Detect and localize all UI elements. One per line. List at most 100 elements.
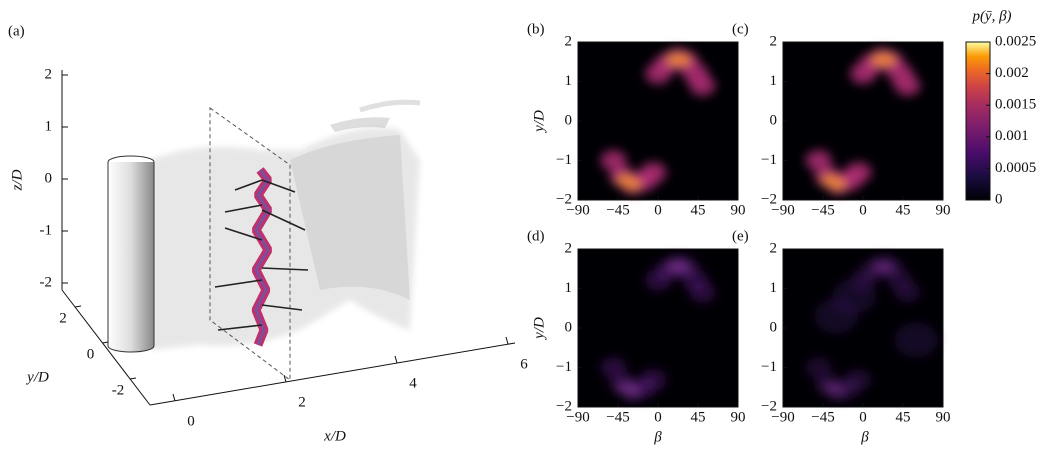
y-tick-label: 0 — [565, 112, 573, 128]
density-blob — [894, 75, 921, 96]
z-axis-label: z/D — [9, 169, 25, 191]
tick — [74, 305, 82, 308]
y-tick-label: 0 — [565, 319, 573, 335]
density-blob — [674, 53, 691, 67]
x-tick-label: −45 — [606, 202, 629, 218]
tick — [394, 355, 398, 364]
density-blob — [640, 368, 667, 390]
x-tick-label: 90 — [936, 202, 951, 218]
x-tick-label: −90 — [566, 202, 589, 218]
x-tick-label: −45 — [606, 409, 629, 425]
y-tick-label: −2 — [556, 398, 572, 414]
y-tick-label: 2 — [565, 33, 573, 49]
density-blob — [894, 282, 921, 303]
x-tick-label: −45 — [811, 409, 834, 425]
density-blob — [689, 75, 716, 96]
density-blob — [625, 177, 642, 191]
colorbar-tick-label: 0.0015 — [995, 97, 1036, 113]
density — [600, 47, 716, 195]
x-tick-label: 0 — [859, 409, 867, 425]
colorbar — [965, 41, 991, 201]
density-blob — [674, 260, 691, 274]
y-axis-label: y/D — [531, 317, 547, 341]
density-blob — [600, 357, 627, 378]
y-tick-label: −1 — [761, 359, 777, 375]
y-tick-label: 2 — [565, 240, 573, 256]
x-tick-label: 2 — [298, 394, 306, 410]
y-tick-label: 2 — [770, 240, 778, 256]
x-axis-label: β — [860, 429, 869, 445]
density-blob — [640, 161, 667, 183]
x-tick-label: 90 — [936, 409, 951, 425]
density-blob — [689, 282, 716, 303]
z-tick-label: 2 — [45, 66, 53, 82]
x-tick-label: −90 — [771, 409, 794, 425]
colorbar-tick-label: 0 — [995, 191, 1003, 207]
x-tick-label: −90 — [566, 409, 589, 425]
density-blob — [805, 150, 832, 171]
density-blob — [805, 357, 832, 378]
axes-3d — [61, 70, 516, 406]
panel-label: (b) — [527, 21, 545, 37]
tick — [129, 377, 137, 380]
z-tick-label: -2 — [40, 274, 53, 290]
colorbar-tick-label: 0.0005 — [995, 160, 1036, 176]
x-tick-label: 90 — [731, 202, 746, 218]
x-tick-label: 0 — [654, 202, 662, 218]
z-tick-label: 0 — [45, 170, 53, 186]
tick — [102, 341, 109, 344]
y-tick-label: 0 — [770, 112, 778, 128]
density-blob — [879, 260, 896, 274]
y-tick-label: −2 — [761, 398, 777, 414]
x-tick-label: −45 — [811, 202, 834, 218]
y-tick-label: −1 — [556, 359, 572, 375]
colorbar-title: p(ȳ, β) — [971, 8, 1011, 24]
x-tick-label: −90 — [771, 202, 794, 218]
density — [805, 254, 939, 402]
y-tick-label: −1 — [556, 152, 572, 168]
y-tick-label: -2 — [112, 382, 125, 398]
scene — [107, 99, 421, 381]
y-tick-label: 1 — [770, 73, 778, 89]
x-tick-label: 45 — [691, 202, 706, 218]
density-blob — [894, 322, 939, 358]
density-blob — [879, 53, 896, 67]
x-tick-label: 0 — [859, 202, 867, 218]
x-tick-label: 0 — [654, 409, 662, 425]
x-tick-label: 0 — [187, 413, 195, 429]
x-tick-label: 6 — [520, 356, 528, 372]
panel-label: (c) — [732, 21, 749, 37]
x-tick-label: 90 — [731, 409, 746, 425]
colorbar-tick-label: 0.0025 — [995, 33, 1036, 49]
y-tick-label: 1 — [565, 73, 573, 89]
x-axis — [149, 342, 516, 406]
y-tick-label: 0 — [770, 319, 778, 335]
density-blob — [830, 177, 847, 191]
density — [600, 254, 716, 402]
y-tick-label: −2 — [761, 191, 777, 207]
y-tick-label: 0 — [87, 346, 95, 362]
y-axis-label: y/D — [531, 110, 547, 134]
density — [805, 47, 921, 195]
panel-label: (e) — [732, 228, 749, 244]
density-blob — [832, 278, 877, 314]
density-blob — [625, 384, 642, 398]
y-axis-label: y/D — [25, 369, 49, 385]
y-axis — [61, 289, 151, 406]
density-blob — [830, 384, 847, 398]
y-tick-label: −1 — [761, 152, 777, 168]
panel-label: (d) — [527, 228, 545, 244]
density-blob — [845, 161, 872, 183]
tick — [283, 374, 287, 383]
y-tick-label: 1 — [770, 280, 778, 296]
y-tick-label: 2 — [770, 33, 778, 49]
y-tick-label: −2 — [556, 191, 572, 207]
x-tick-label: 45 — [896, 202, 911, 218]
x-tick-label: 45 — [691, 409, 706, 425]
tick — [172, 393, 176, 402]
density-blob — [600, 150, 627, 171]
y-tick-label: 2 — [59, 310, 67, 326]
x-axis-label: β — [653, 429, 662, 445]
x-tick-label: 4 — [409, 375, 417, 391]
